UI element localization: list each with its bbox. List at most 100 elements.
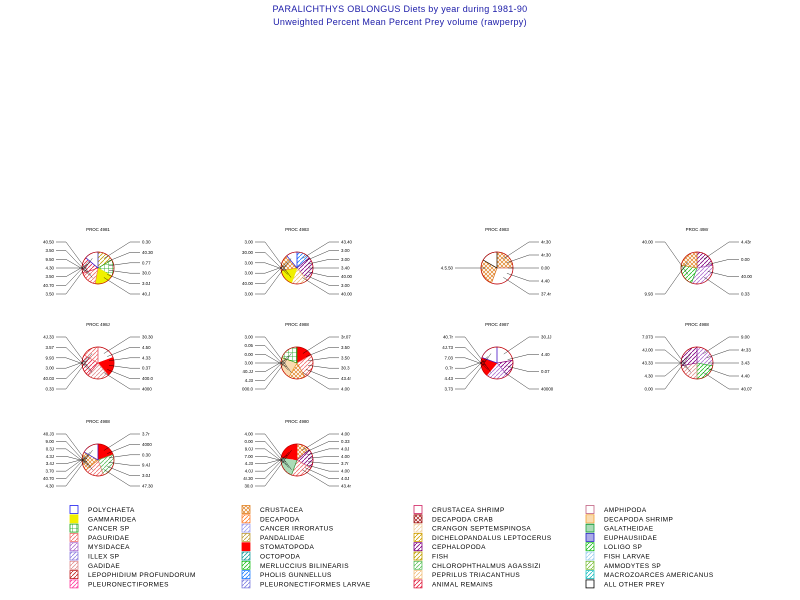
legend-label: PANDALIDAE — [260, 535, 305, 542]
slice-value-label: 40.7r — [443, 335, 454, 340]
leader-line — [503, 241, 539, 259]
leader-line — [308, 461, 339, 464]
leader-line — [302, 277, 339, 295]
slice-value-label: 4J.00 — [642, 348, 653, 353]
slice-value-label: 3.00 — [244, 292, 253, 297]
legend-swatch — [241, 579, 251, 589]
leader-line — [255, 355, 289, 381]
legend-item: DECAPODA CRAB — [413, 514, 493, 523]
panel-title: PROC 4981 — [86, 227, 110, 232]
legend-swatch — [585, 514, 595, 524]
slice-value-label: 40.50 — [43, 240, 55, 245]
legend-label: MERLUCCIUS BILINEARIS — [260, 563, 349, 570]
slice-value-label: 40.00 — [741, 274, 753, 279]
leader-line — [108, 357, 140, 361]
panel-title: PROC 4988 — [285, 322, 309, 327]
legend-label: DECAPODA — [260, 516, 300, 523]
leader-line — [255, 433, 292, 470]
slice-value-label: 4.30 — [45, 266, 54, 271]
slice-value-label: 4.40 — [541, 279, 550, 284]
legend-label: PEPRILUS TRIACANTHUS — [432, 572, 520, 579]
slice-value-label: 43.40 — [341, 240, 353, 245]
slice-value-label: 4.30 — [45, 484, 54, 489]
leader-line — [655, 241, 688, 275]
legend-item: MACROZOARCES AMERICANUS — [585, 570, 713, 579]
leader-line — [108, 462, 140, 466]
leader-line — [308, 456, 339, 459]
slice-value-label: 3.43 — [741, 361, 750, 366]
legend-swatch — [413, 570, 423, 579]
slice-value-label: 4.3J — [46, 454, 54, 459]
leader-line — [255, 458, 286, 464]
legend-label: OCTOPODA — [260, 554, 301, 561]
slice-value-label: 40.03 — [43, 376, 55, 381]
leader-line — [103, 433, 140, 451]
leader-line — [503, 336, 539, 355]
legend-item: OCTOPODA — [241, 551, 301, 561]
slice-value-label: 4.00 — [341, 469, 350, 474]
pie-outline — [280, 443, 314, 477]
slice-value-label: 3.4J — [46, 461, 54, 466]
legend-item: CEPHALOPODA — [413, 542, 486, 551]
legend-item: PLEURONECTIFORMES — [69, 579, 169, 588]
leader-line — [56, 260, 90, 286]
slice-value-label: 0.00 — [741, 257, 750, 262]
leader-line — [255, 454, 288, 472]
legend-label: GADIDAE — [88, 563, 120, 570]
leader-line — [305, 441, 339, 453]
legend-swatch — [413, 533, 423, 542]
legend-item: LEPOPHIDIUM PROFUNDORUM — [69, 570, 195, 579]
legend-item: POLYCHAETA — [69, 505, 135, 514]
panel-title: PROC 498J — [86, 322, 109, 327]
slice-value-label: 3.40 — [341, 266, 350, 271]
slice-value-label: 40.00 — [242, 281, 254, 286]
leader-line — [255, 258, 292, 295]
legend-swatch — [241, 505, 251, 514]
legend-label: PHOLIS GUNNELLUS — [260, 572, 332, 579]
leader-line — [507, 366, 539, 372]
legend-swatch — [241, 551, 251, 561]
legend-item: FISH LARVAE — [585, 551, 650, 561]
leader-line — [307, 357, 339, 361]
legend-label: STOMATOPODA — [260, 544, 315, 551]
legend-swatch — [241, 514, 251, 524]
leader-line — [56, 441, 91, 468]
slice-value-label: 3.00 — [244, 335, 253, 340]
pie-panel: PROC 4983 4.5.50 4r.30 4r.30 0.00 4.40 37.4r — [441, 227, 552, 297]
leader-line — [255, 252, 288, 275]
leader-line — [306, 347, 339, 357]
slice-value-label: 9.50 — [45, 257, 54, 262]
slice-value-label: 3.0J — [142, 473, 150, 478]
legend-item: DECAPODA — [241, 514, 300, 524]
leader-line — [255, 452, 290, 479]
slice-value-label: 37.4r — [541, 292, 552, 297]
leader-line — [655, 261, 688, 295]
slice-value-label: 0.05 — [244, 343, 253, 348]
leader-line — [455, 353, 492, 390]
leader-line — [455, 356, 488, 379]
legend-swatch — [585, 523, 595, 533]
leader-line — [255, 265, 287, 274]
slice-value-label: 7.00 — [244, 454, 253, 459]
slice-value-label: 3.50 — [45, 274, 54, 279]
legend-item: PAGURIDAE — [69, 533, 129, 542]
pie-panel: PROC 4983 3.00 30.00 3.00 3.00 40.00 3.00 43.40… — [242, 227, 353, 297]
leader-line — [306, 369, 339, 379]
panel-title: PROC 4988 — [86, 419, 110, 424]
slice-value-label: 3.50 — [45, 292, 54, 297]
leader-line — [56, 452, 91, 479]
slice-value-label: 3.0J — [142, 281, 150, 286]
leader-line — [703, 241, 739, 260]
pie-panels: PROC 4981 40.50 3.50 9.50 4.30 3.50 40.70 3.50 0… — [43, 227, 753, 489]
slice-value-label: 0.7r — [445, 366, 453, 371]
slice-value-label: 40.00 — [341, 274, 353, 279]
legend-item: GADIDAE — [69, 560, 120, 570]
legend-item: ANIMAL REMAINS — [413, 579, 493, 588]
legend-label: POLYCHAETA — [88, 507, 135, 514]
legend-item: MERLUCCIUS BILINEARIS — [241, 560, 349, 570]
legend-label: CANCER IRRORATUS — [260, 526, 334, 533]
leader-line — [506, 273, 539, 282]
leader-line — [302, 241, 339, 259]
legend-swatch — [413, 523, 423, 533]
legend-item: GALATHEIDAE — [585, 523, 653, 533]
